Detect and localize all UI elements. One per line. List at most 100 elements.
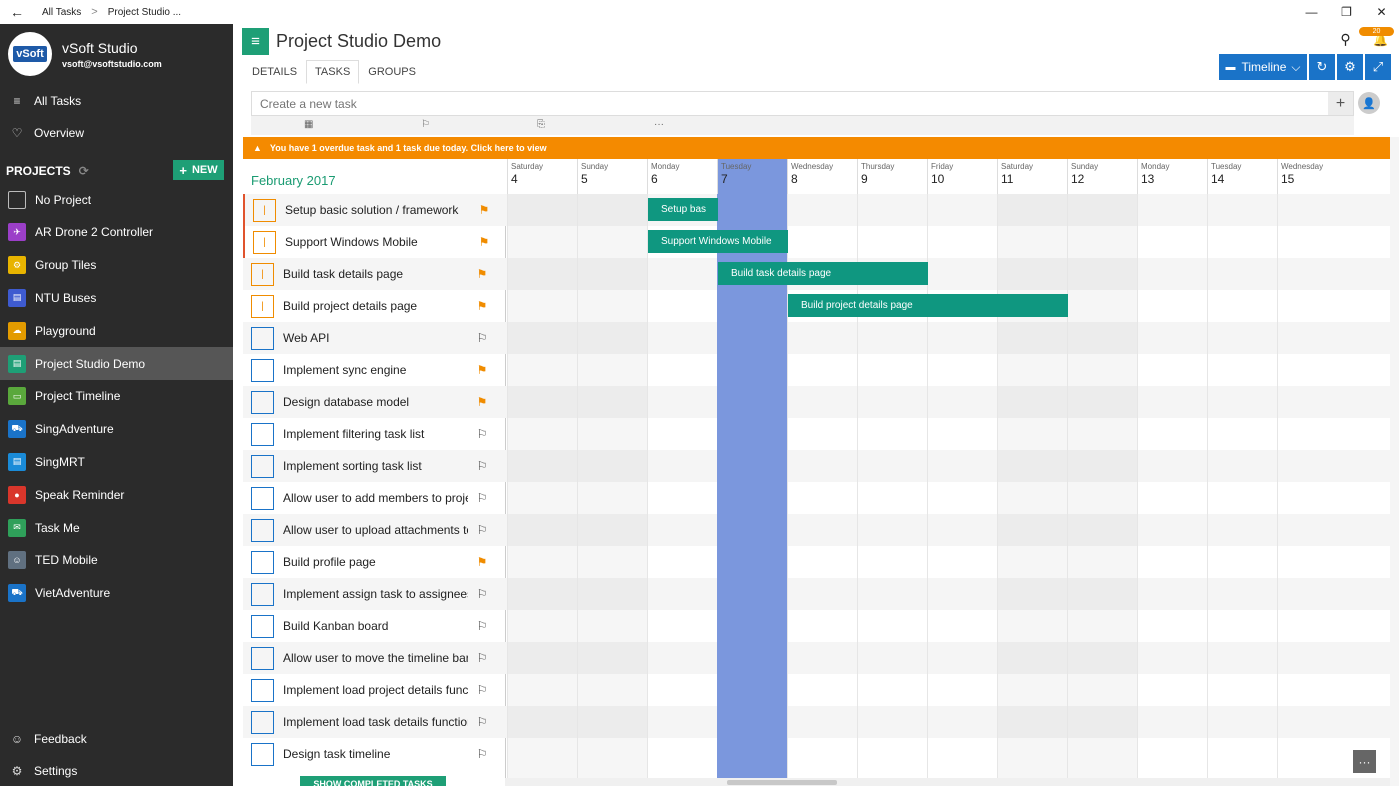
task-row[interactable]: Implement sorting task list ⚐ xyxy=(243,450,505,482)
flag-icon[interactable]: ⚑ xyxy=(476,363,488,377)
timeline-bar[interactable]: Setup bas xyxy=(648,198,718,221)
new-project-button[interactable]: + NEW xyxy=(173,160,224,180)
vertical-scrollbar[interactable] xyxy=(1390,137,1399,786)
task-checkbox[interactable] xyxy=(251,518,274,542)
timeline-bar[interactable]: Support Windows Mobile xyxy=(648,230,788,253)
scrollbar-thumb[interactable] xyxy=(727,780,837,785)
tab-groups[interactable]: GROUPS xyxy=(368,66,416,78)
minimize-button[interactable]: — xyxy=(1305,5,1318,19)
task-row[interactable]: | Setup basic solution / framework ⚑ xyxy=(243,194,505,226)
horizontal-scrollbar[interactable] xyxy=(505,778,1390,786)
task-row[interactable]: Allow user to move the timeline bar of t… xyxy=(243,642,505,674)
flag-icon[interactable]: ⚐ xyxy=(476,619,488,633)
task-row[interactable]: Build Kanban board ⚐ xyxy=(243,610,505,642)
task-row[interactable]: Implement load project details function ⚐ xyxy=(243,674,505,706)
notification-bell[interactable]: 🔔 20 xyxy=(1359,27,1398,48)
more-options-icon[interactable]: ··· xyxy=(654,119,664,130)
more-icon[interactable]: ··· xyxy=(1353,750,1376,773)
expand-button[interactable]: ⤢ xyxy=(1365,54,1391,80)
tab-details[interactable]: DETAILS xyxy=(252,66,298,78)
task-checkbox[interactable] xyxy=(251,390,274,414)
task-row[interactable]: Allow user to add members to project ⚐ xyxy=(243,482,505,514)
refresh-button[interactable]: ↻ xyxy=(1309,54,1335,80)
nav-feedback[interactable]: ☺ Feedback xyxy=(0,723,233,755)
project-item[interactable]: ⛟ VietAdventure xyxy=(0,577,233,610)
task-row[interactable]: | Support Windows Mobile ⚑ xyxy=(243,226,505,258)
task-checkbox[interactable] xyxy=(251,678,274,702)
project-item[interactable]: ✉ Task Me xyxy=(0,511,233,544)
flag-icon[interactable]: ⚑ xyxy=(476,395,488,409)
task-row[interactable]: Implement assign task to assignees featu… xyxy=(243,578,505,610)
task-checkbox[interactable] xyxy=(251,358,274,382)
nav-settings[interactable]: ⚙ Settings xyxy=(0,755,233,786)
task-checkbox[interactable]: | xyxy=(253,230,276,254)
flag-icon[interactable]: ⚐ xyxy=(476,331,488,345)
flag-icon[interactable]: ⚐ xyxy=(476,427,488,441)
calendar-icon[interactable]: ▦ xyxy=(304,119,314,130)
task-row[interactable]: Implement load task details function ⚐ xyxy=(243,706,505,738)
flag-icon[interactable]: ⚐ xyxy=(476,523,488,537)
task-row[interactable]: Design database model ⚑ xyxy=(243,386,505,418)
task-checkbox[interactable]: | xyxy=(251,294,274,318)
flag-icon[interactable]: ⚑ xyxy=(476,267,488,281)
tab-tasks[interactable]: TASKS xyxy=(306,60,360,84)
timeline-bar[interactable]: Build task details page xyxy=(718,262,928,285)
assign-user-icon[interactable]: 👤 xyxy=(1358,92,1380,114)
task-checkbox[interactable]: | xyxy=(251,262,274,286)
task-row[interactable]: Allow user to upload attachments to task… xyxy=(243,514,505,546)
task-row[interactable]: Design task timeline ⚐ xyxy=(243,738,505,770)
project-item[interactable]: ✈ AR Drone 2 Controller xyxy=(0,216,233,249)
task-checkbox[interactable] xyxy=(251,486,274,510)
hamburger-menu-icon[interactable]: ≡ xyxy=(242,28,269,55)
back-arrow-icon[interactable]: ← xyxy=(10,4,24,20)
show-completed-button[interactable]: SHOW COMPLETED TASKS xyxy=(300,776,446,786)
overdue-banner[interactable]: ▲ You have 1 overdue task and 1 task due… xyxy=(243,137,1390,159)
project-item[interactable]: ⛟ SingAdventure xyxy=(0,413,233,446)
flag-icon[interactable]: ⚐ xyxy=(421,119,430,130)
project-item[interactable]: No Project xyxy=(0,183,233,216)
task-checkbox[interactable] xyxy=(251,710,274,734)
flag-icon[interactable]: ⚑ xyxy=(478,203,490,217)
task-checkbox[interactable] xyxy=(251,614,274,638)
refresh-projects-icon[interactable]: ⟳ xyxy=(78,164,89,178)
restore-button[interactable]: ❐ xyxy=(1341,5,1352,19)
task-row[interactable]: | Build task details page ⚑ xyxy=(243,258,505,290)
project-item[interactable]: ● Speak Reminder xyxy=(0,478,233,511)
view-selector-button[interactable]: ▬ Timeline ⌵ xyxy=(1219,54,1307,80)
project-item[interactable]: ▤ SingMRT xyxy=(0,445,233,478)
nav-all-tasks[interactable]: ≡ All Tasks xyxy=(0,85,233,117)
project-item[interactable]: ☺ TED Mobile xyxy=(0,544,233,577)
task-row[interactable]: Build profile page ⚑ xyxy=(243,546,505,578)
project-item[interactable]: ▤ NTU Buses xyxy=(0,281,233,314)
close-button[interactable]: ✕ xyxy=(1376,5,1387,19)
project-item[interactable]: ▭ Project Timeline xyxy=(0,380,233,413)
task-row[interactable]: Web API ⚐ xyxy=(243,322,505,354)
task-row[interactable]: | Build project details page ⚑ xyxy=(243,290,505,322)
create-task-input[interactable] xyxy=(252,92,1327,115)
flag-icon[interactable]: ⚐ xyxy=(476,715,488,729)
task-checkbox[interactable] xyxy=(251,646,274,670)
project-item[interactable]: ▤ Project Studio Demo xyxy=(0,347,233,380)
task-row[interactable]: Implement filtering task list ⚐ xyxy=(243,418,505,450)
flag-icon[interactable]: ⚐ xyxy=(476,683,488,697)
task-checkbox[interactable] xyxy=(251,742,274,766)
nav-overview[interactable]: ♡ Overview xyxy=(0,117,233,149)
flag-icon[interactable]: ⚑ xyxy=(476,299,488,313)
flag-icon[interactable]: ⚐ xyxy=(476,459,488,473)
flag-icon[interactable]: ⚐ xyxy=(476,651,488,665)
copy-icon[interactable]: ⎘ xyxy=(537,119,545,130)
project-item[interactable]: ⚙ Group Tiles xyxy=(0,249,233,282)
timeline-bar[interactable]: Build project details page xyxy=(788,294,1068,317)
flag-icon[interactable]: ⚐ xyxy=(476,587,488,601)
breadcrumb-all-tasks[interactable]: All Tasks xyxy=(42,6,82,18)
task-checkbox[interactable] xyxy=(251,582,274,606)
add-task-button[interactable]: + xyxy=(1328,92,1353,115)
task-checkbox[interactable] xyxy=(251,422,274,446)
settings-gear-button[interactable]: ⚙ xyxy=(1337,54,1363,80)
profile[interactable]: vSoft vSoft Studio vsoft@vsoftstudio.com xyxy=(8,32,162,76)
flag-icon[interactable]: ⚑ xyxy=(478,235,490,249)
task-checkbox[interactable]: | xyxy=(253,198,276,222)
project-item[interactable]: ☁ Playground xyxy=(0,314,233,347)
flag-icon[interactable]: ⚑ xyxy=(476,555,488,569)
search-icon[interactable]: ⚲ xyxy=(1340,31,1351,47)
